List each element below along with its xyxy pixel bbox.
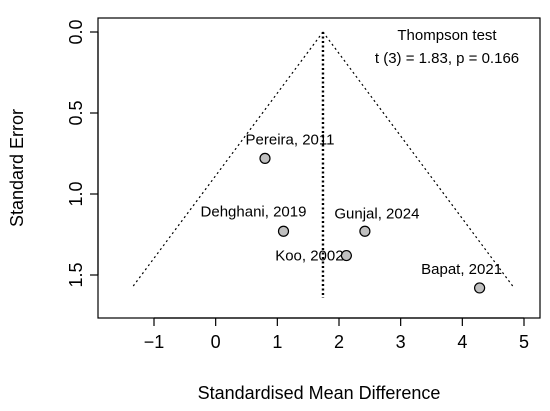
y-axis: 0.0 0.5 1.0 1.5 bbox=[66, 19, 99, 288]
y-tick-label: 0.5 bbox=[66, 100, 86, 125]
funnel-left-limit bbox=[131, 31, 324, 289]
test-annotation-title: Thompson test bbox=[397, 27, 497, 44]
x-axis: −1 0 1 2 3 4 5 bbox=[144, 317, 529, 352]
funnel-right-limit bbox=[322, 31, 515, 289]
study-label: Bapat, 2021 bbox=[421, 261, 502, 278]
study-label: Pereira, 2011 bbox=[246, 131, 335, 148]
study-point bbox=[259, 152, 271, 164]
y-axis-title: Standard Error bbox=[7, 109, 27, 227]
x-tick-label: 5 bbox=[519, 332, 529, 352]
x-tick-label: −1 bbox=[144, 332, 165, 352]
y-tick-label: 0.0 bbox=[66, 19, 86, 44]
y-tick-label: 1.0 bbox=[66, 181, 86, 206]
study-label: Koo, 2002 bbox=[275, 248, 343, 265]
study-point bbox=[340, 249, 352, 262]
test-annotation-stats: t (3) = 1.83, p = 0.166 bbox=[375, 50, 519, 67]
x-tick-label: 0 bbox=[211, 332, 221, 352]
funnel-lines bbox=[131, 31, 515, 298]
x-tick-label: 2 bbox=[334, 332, 344, 352]
study-point bbox=[277, 225, 290, 237]
x-axis-title: Standardised Mean Difference bbox=[198, 383, 441, 403]
y-tick-label: 1.5 bbox=[66, 262, 86, 287]
study-point bbox=[359, 225, 371, 237]
study-point bbox=[474, 282, 486, 294]
study-points: Pereira, 2011 Dehghani, 2019 Gunjal, 2024 K… bbox=[201, 131, 502, 294]
x-tick-label: 1 bbox=[272, 332, 282, 352]
x-tick-label: 3 bbox=[396, 332, 406, 352]
study-label: Dehghani, 2019 bbox=[201, 203, 307, 220]
x-tick-label: 4 bbox=[457, 332, 467, 352]
study-label: Gunjal, 2024 bbox=[334, 205, 419, 222]
